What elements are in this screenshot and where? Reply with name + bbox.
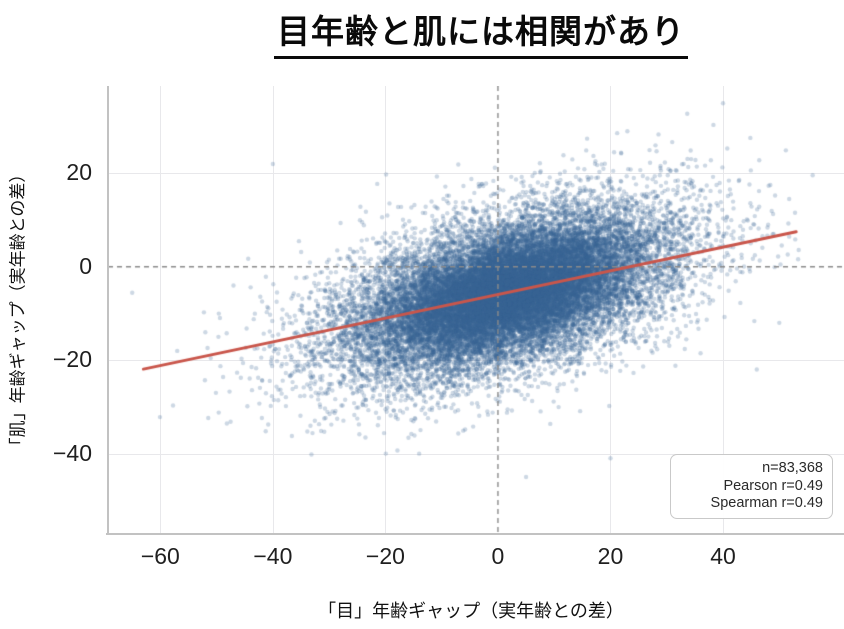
x-axis-label: 「目」年齢ギャップ（実年齢との差）	[318, 601, 624, 621]
x-tick-label: 0	[491, 543, 505, 569]
stats-line-pearson: Pearson r=0.49	[723, 477, 823, 494]
x-axis-spine	[106, 533, 844, 535]
y-axis-spine	[107, 86, 109, 535]
y-tick-label: 0	[79, 252, 92, 279]
x-tick-label: 40	[710, 543, 736, 569]
x-tick-label: −20	[365, 543, 405, 569]
y-tick-label: −20	[52, 346, 92, 373]
chart-title: 目年齢と肌には相関があり	[274, 5, 688, 59]
x-tick-label: 20	[597, 543, 624, 569]
stats-line-n: n=83,368	[762, 460, 823, 476]
y-tick-label: 20	[66, 159, 92, 186]
y-axis-label: 「肌」年齢ギャップ（実年齢との差）	[8, 165, 28, 455]
x-tick-label: −60	[140, 543, 180, 569]
x-tick-label: −40	[253, 543, 293, 569]
stats-box: n=83,368 Pearson r=0.49 Spearman r=0.49	[670, 454, 833, 520]
stats-line-spearman: Spearman r=0.49	[710, 495, 823, 512]
chart-title-wrap: 目年齢と肌には相関があり	[0, 5, 844, 59]
y-tick-label: −40	[52, 439, 92, 466]
